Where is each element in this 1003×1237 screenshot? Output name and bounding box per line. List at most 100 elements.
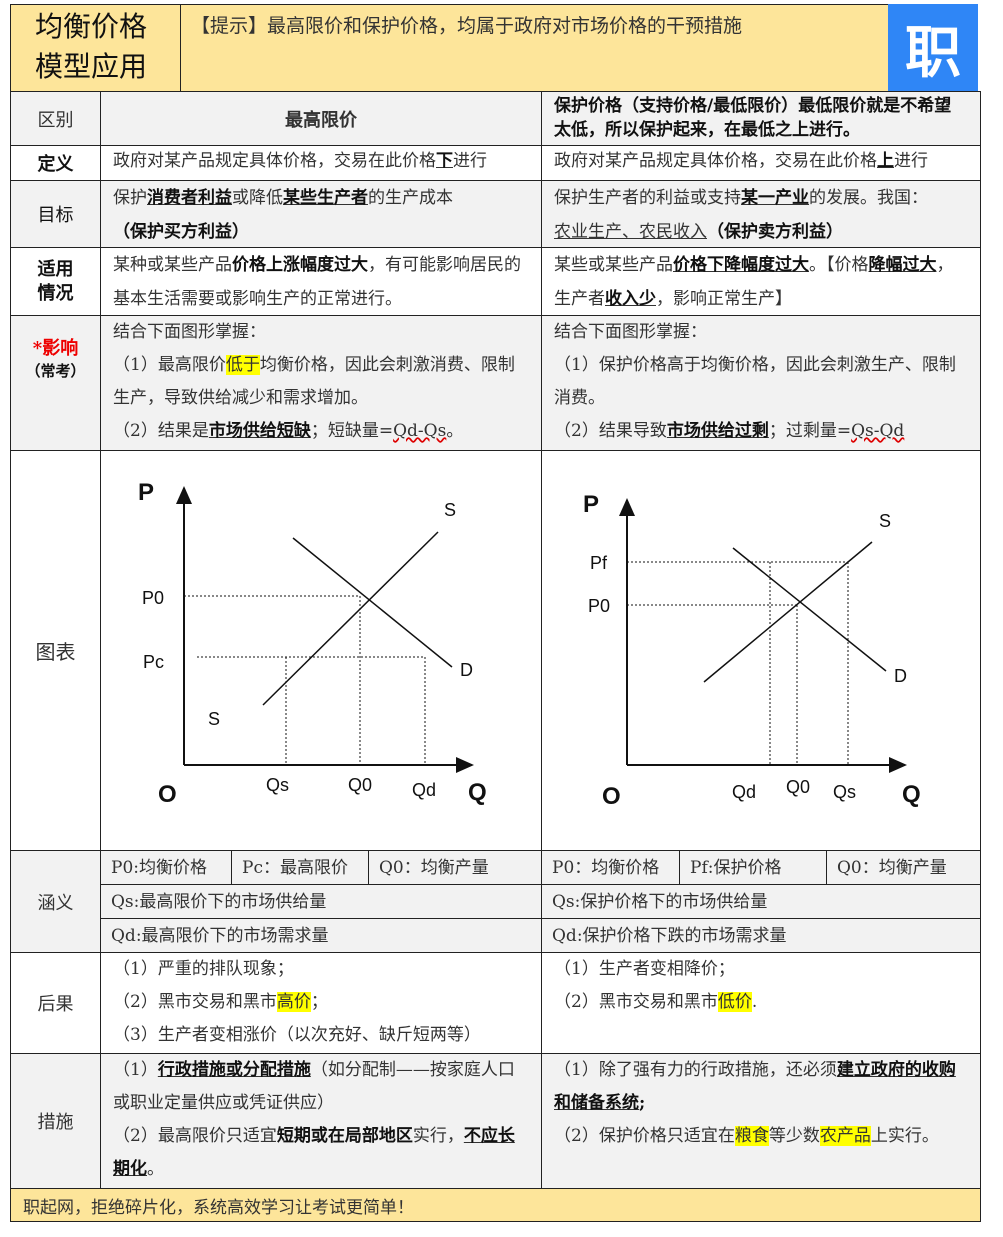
text: 保护	[113, 188, 147, 208]
demand-line	[292, 537, 453, 668]
p0-label: P0	[588, 596, 610, 616]
text: （2）最高限价只适宜	[113, 1126, 277, 1146]
text: 高价	[276, 992, 311, 1012]
text: 实行，	[412, 1126, 464, 1146]
col-header-support-price: 保护价格（支持价格/最低限价）最低限价就是不希望太低，所以保护起来，在最低之上进…	[541, 91, 981, 146]
supply-label-low: S	[208, 709, 220, 729]
text: 市场供给短缺	[208, 421, 311, 441]
row-measure-label: 措施	[10, 1053, 101, 1189]
qs-label: Qs	[833, 782, 856, 802]
text: ，影响正常生产】	[656, 289, 792, 309]
logo-text: 职	[905, 19, 961, 86]
text: （保护卖方利益）	[707, 222, 843, 242]
text: （1）保护价格高于均衡价格，因此会刺激生产、限制消费。	[554, 355, 956, 408]
text: 政府对某产品规定具体价格，交易在此价格	[554, 151, 877, 171]
text: 某种或某些产品	[113, 255, 232, 275]
axis-label-p: P	[138, 479, 154, 506]
meaning-qd-support: Qd:保护价格下跌的市场需求量	[541, 918, 981, 953]
text: 均衡价格，因此会刺激消费、限制生产，导致供给减少和需求增加。	[113, 355, 515, 408]
text: ；短缺量=	[310, 421, 394, 441]
text: 建立政府的收购和储备系统	[554, 1060, 956, 1113]
goal-support: 保护生产者的利益或支持某一产业的发展。我国： 农业生产、农民收入（保护卖方利益）	[541, 180, 981, 248]
text: 结合下面图形掌握：	[554, 322, 707, 342]
text: 某些生产者	[283, 188, 368, 208]
text: ；	[310, 992, 328, 1012]
text: ；过剩量=	[768, 421, 852, 441]
footer: 职起网，拒绝碎片化，系统高效学习让考试更简单！	[10, 1188, 981, 1222]
text: （2）结果是	[113, 421, 209, 441]
p0-label: P0	[142, 588, 164, 608]
meaning-q0-max: Q0：均衡产量	[368, 850, 542, 885]
text: 价格下降幅度过大	[673, 255, 809, 275]
text: 降幅过大	[868, 255, 937, 275]
support-price-desc: 保护价格（支持价格/最低限价）最低限价就是不希望太低，所以保护起来，在最低之上进…	[554, 96, 952, 140]
impact-support: 结合下面图形掌握： （1）保护价格高于均衡价格，因此会刺激生产、限制消费。 （2）结…	[541, 315, 981, 451]
text: （1）除了强有力的行政措施，还必须	[554, 1060, 837, 1080]
impact-max: 结合下面图形掌握： （1）最高限价低于均衡价格，因此会刺激消费、限制生产，导致供给…	[100, 315, 542, 451]
row-meaning-label: 涵义	[10, 850, 101, 953]
text: 短期或在局部地区	[276, 1126, 413, 1146]
text: 保护生产者的利益或支持	[554, 188, 741, 208]
text: （2）保护价格只适宜在	[554, 1126, 735, 1146]
text: 结合下面图形掌握：	[113, 322, 266, 342]
text: .	[751, 992, 758, 1012]
q0-label: Q0	[786, 777, 810, 797]
tip-cell: 【提示】最高限价和保护价格，均属于政府对市场价格的干预措施	[180, 4, 889, 92]
title-line1: 均衡价格	[35, 10, 148, 43]
text: （1）	[113, 1060, 158, 1080]
text: 下	[436, 151, 453, 171]
text: （1）生产者变相降价；	[554, 959, 735, 979]
text: Qd-Qs	[393, 421, 447, 441]
text: （如分配制——按家庭人口或职业定量供应或凭证供应）	[113, 1060, 515, 1113]
text: 消费者利益	[147, 188, 232, 208]
row-result-label: 后果	[10, 952, 101, 1054]
meaning-qs-max: Qs:最高限价下的市场供给量	[100, 884, 542, 919]
text: ;	[639, 1093, 646, 1113]
meaning-qd-max: Qd:最高限价下的市场需求量	[100, 918, 542, 953]
supply-line	[262, 531, 439, 706]
col-header-max-price: 最高限价	[100, 91, 542, 146]
demand-label: D	[894, 666, 907, 686]
row-goal-label: 目标	[10, 180, 101, 248]
text: 某些或某些产品	[554, 255, 673, 275]
text: 的生产成本	[368, 188, 453, 208]
pf-label: Pf	[590, 553, 608, 573]
text: 上实行。	[870, 1126, 939, 1146]
meaning-pc: Pc：最高限价	[231, 850, 369, 885]
text: （2）黑市交易和黑市	[554, 992, 718, 1012]
row-situation-label: 适用 情况	[10, 247, 101, 316]
text: 上	[877, 151, 894, 171]
text: （保护买方利益）	[113, 222, 249, 242]
qd-label: Qd	[732, 782, 756, 802]
text: *影响	[32, 338, 79, 359]
text: 或降低	[232, 188, 283, 208]
text: 低于	[225, 355, 260, 375]
text: 政府对某产品规定具体价格，交易在此价格	[113, 151, 436, 171]
meaning-p0-support: P0：均衡价格	[541, 850, 680, 885]
text: 农产品	[819, 1126, 871, 1146]
text: Qs-Qd	[851, 421, 905, 441]
text: 低价	[717, 992, 752, 1012]
text: 农业生产、农民收入	[554, 222, 707, 242]
origin-label: O	[602, 783, 621, 810]
text: 粮食	[734, 1126, 769, 1146]
measure-support: （1）除了强有力的行政措施，还必须建立政府的收购和储备系统; （2）保护价格只适宜…	[541, 1053, 981, 1189]
supply-line	[703, 541, 873, 683]
text: 的发展。我国：	[809, 188, 928, 208]
supply-label: S	[879, 511, 891, 531]
text: 。	[147, 1159, 164, 1179]
text: 进行	[453, 151, 487, 171]
text: 。【价格	[809, 255, 869, 275]
qd-label: Qd	[412, 780, 436, 800]
text: 进行	[894, 151, 928, 171]
supply-label: S	[444, 500, 456, 520]
text: 等少数	[768, 1126, 820, 1146]
meaning-p0-max: P0:均衡价格	[100, 850, 232, 885]
text: （1）严重的排队现象；	[113, 959, 294, 979]
axis-label-q: Q	[902, 781, 921, 808]
text: （3）生产者变相涨价（以次充好、缺斤短两等）	[113, 1025, 481, 1045]
result-max: （1）严重的排队现象； （2）黑市交易和黑市高价； （3）生产者变相涨价（以次充好、…	[100, 952, 542, 1054]
meaning-qs-support: Qs:保护价格下的市场供给量	[541, 884, 981, 919]
meaning-q0-support: Q0：均衡产量	[826, 850, 981, 885]
text: （2）黑市交易和黑市	[113, 992, 277, 1012]
